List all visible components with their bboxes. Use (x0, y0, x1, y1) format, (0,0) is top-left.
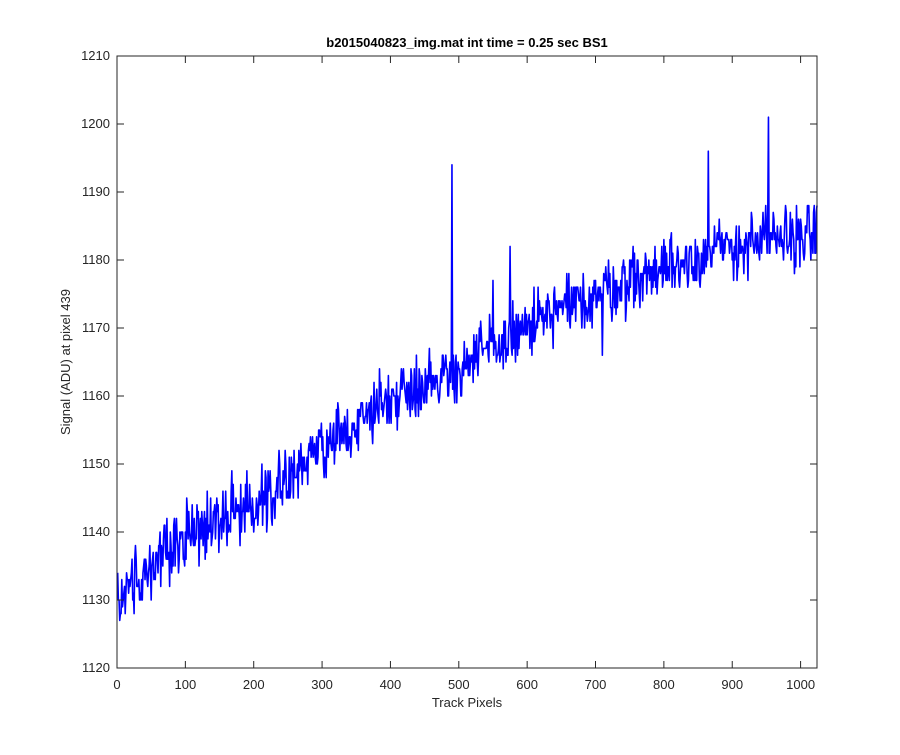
x-axis-label: Track Pixels (432, 695, 503, 710)
y-tick-label: 1160 (82, 388, 110, 403)
x-tick-label: 0 (113, 677, 120, 692)
x-tick-label: 800 (653, 677, 675, 692)
x-tick-label: 300 (311, 677, 333, 692)
x-tick-label: 200 (243, 677, 265, 692)
x-tick-label: 1000 (786, 677, 815, 692)
data-layer (116, 116, 818, 622)
y-tick-label: 1200 (81, 116, 110, 131)
y-tick-label: 1140 (82, 524, 110, 539)
series-line (116, 116, 818, 622)
y-tick-label: 1170 (82, 320, 110, 335)
x-tick-label: 900 (721, 677, 743, 692)
y-tick-label: 1210 (81, 48, 110, 63)
y-tick-label: 1130 (82, 592, 110, 607)
y-tick-label: 1150 (82, 456, 110, 471)
ticks-layer: 0 100 200 300 400 500 600 700 800 900 1000 1120 1130… (81, 48, 817, 692)
x-tick-label: 600 (516, 677, 538, 692)
x-tick-label: 400 (380, 677, 402, 692)
y-tick-label: 1120 (82, 660, 110, 675)
y-tick-label: 1190 (82, 184, 110, 199)
chart-title: b2015040823_img.mat int time = 0.25 sec … (326, 35, 607, 50)
y-axis-label: Signal (ADU) at pixel 439 (58, 289, 73, 435)
plot-frame (116, 55, 818, 669)
x-tick-label: 700 (585, 677, 607, 692)
x-tick-label: 100 (175, 677, 197, 692)
y-tick-label: 1180 (82, 252, 110, 267)
x-tick-label: 500 (448, 677, 470, 692)
